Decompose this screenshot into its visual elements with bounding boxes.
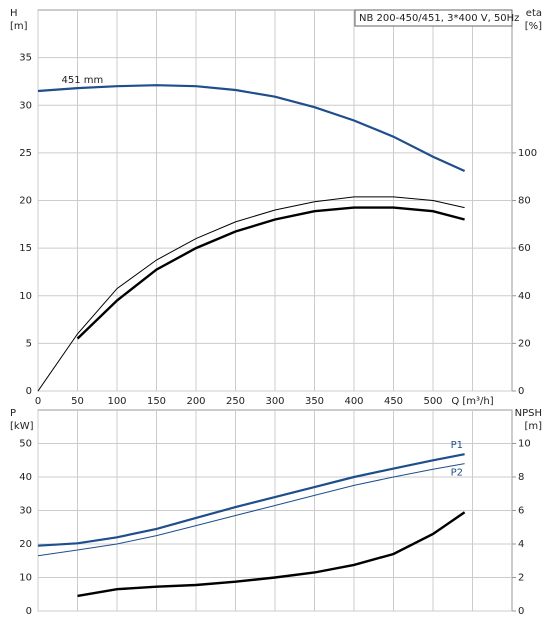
y-tick-label: 30: [19, 100, 32, 111]
y-tick-label: 0: [26, 386, 32, 397]
y2-tick-label: 20: [518, 338, 531, 349]
curve: [77, 511, 466, 598]
y2-tick-label: 60: [518, 243, 531, 254]
y2-tick-label: 0: [518, 606, 524, 617]
y2-axis-label: [m]: [524, 421, 542, 432]
x-tick-label: 300: [265, 396, 284, 407]
y-axis-label: P: [10, 408, 16, 419]
curve: [37, 463, 465, 557]
y-axis-label: [kW]: [10, 421, 34, 432]
x-tick-label: Q [m³/h]: [451, 396, 493, 407]
x-tick-label: 0: [35, 396, 41, 407]
y-tick-label: 30: [19, 506, 32, 517]
y-axis-label: [m]: [10, 21, 28, 32]
y-tick-label: 40: [19, 472, 32, 483]
y-tick-label: 35: [19, 53, 32, 64]
y-tick-label: 25: [19, 148, 32, 159]
series-label: P1: [451, 440, 463, 451]
curve: [37, 196, 465, 392]
chart-title: NB 200-450/451, 3*400 V, 50Hz: [359, 13, 519, 24]
y2-tick-label: 0: [518, 386, 524, 397]
x-tick-label: 200: [186, 396, 205, 407]
x-tick-label: 350: [305, 396, 324, 407]
y-tick-label: 5: [26, 338, 32, 349]
y2-axis-label: NPSH: [515, 408, 542, 419]
curve: [37, 84, 466, 173]
y-tick-label: 15: [19, 243, 32, 254]
x-tick-label: 450: [384, 396, 403, 407]
y-axis-label: H: [10, 8, 18, 19]
y2-tick-label: 80: [518, 196, 531, 207]
x-tick-label: 100: [107, 396, 126, 407]
y2-tick-label: 100: [518, 148, 537, 159]
y-tick-label: 10: [19, 573, 32, 584]
curve: [37, 453, 465, 547]
y2-axis-label: [%]: [525, 21, 542, 32]
y-tick-label: 10: [19, 291, 32, 302]
x-tick-label: 150: [147, 396, 166, 407]
series-label: P2: [451, 468, 463, 479]
y2-tick-label: 40: [518, 291, 531, 302]
y2-tick-label: 8: [518, 472, 524, 483]
x-tick-label: 50: [71, 396, 84, 407]
y-tick-label: 0: [26, 606, 32, 617]
y2-tick-label: 10: [518, 439, 531, 450]
series-label: 451 mm: [62, 75, 104, 86]
title-box: [354, 9, 513, 27]
x-tick-label: 500: [423, 396, 442, 407]
y2-tick-label: 6: [518, 506, 524, 517]
curve: [76, 206, 465, 340]
y2-tick-label: 2: [518, 573, 524, 584]
y2-axis-label: eta: [526, 8, 542, 19]
y-tick-label: 50: [19, 439, 32, 450]
y-tick-label: 20: [19, 196, 32, 207]
y-tick-label: 20: [19, 539, 32, 550]
y2-tick-label: 4: [518, 539, 524, 550]
x-tick-label: 400: [344, 396, 363, 407]
x-tick-label: 250: [226, 396, 245, 407]
